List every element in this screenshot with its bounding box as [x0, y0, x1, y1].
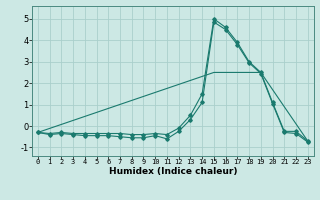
X-axis label: Humidex (Indice chaleur): Humidex (Indice chaleur) — [108, 167, 237, 176]
